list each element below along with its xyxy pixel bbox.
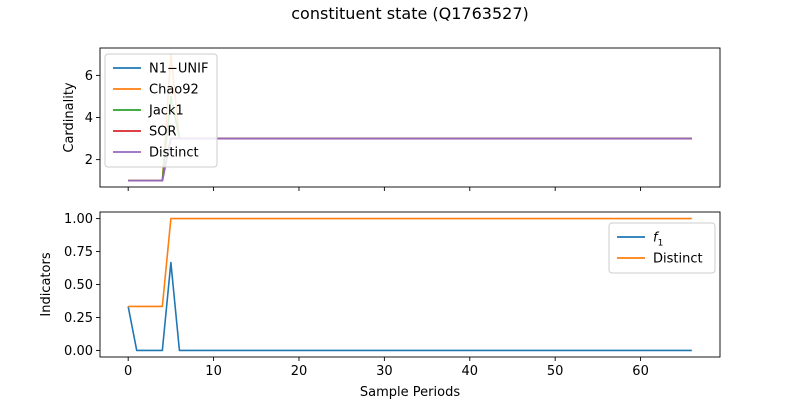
ax1-x-tick-label: 0 <box>124 364 132 379</box>
ax0-y-tick-label: 6 <box>85 69 93 84</box>
ax1-series-line-distinct <box>128 217 692 308</box>
ax1-y-tick-label: 0.25 <box>64 311 93 326</box>
ax1-y-axis-label: Indicators <box>39 252 54 316</box>
ax0-legend-label: N1−UNIF <box>149 62 208 77</box>
ax1-x-tick-label: 20 <box>291 364 308 379</box>
ax0-legend: N1−UNIF Chao92 Jack1 SOR Distinct <box>104 53 218 168</box>
ax0-legend-label: Chao92 <box>149 83 199 98</box>
ax1-series-group <box>127 217 692 352</box>
ax1-y-tick-label: 1.00 <box>64 212 93 227</box>
ax1-y-tick-label: 0.75 <box>64 245 93 260</box>
ax1-legend-label: Distinct <box>653 252 703 267</box>
figure-title: constituent state (Q1763527) <box>291 4 529 23</box>
ax1-legend: f1 Distinct <box>608 222 716 274</box>
ax0-y-tick-label: 2 <box>85 153 93 168</box>
ax0-legend-box <box>104 53 218 168</box>
ax1-x-tick-label: 30 <box>376 364 393 379</box>
ax0-y-axis-label: Cardinality <box>62 82 77 153</box>
ax0-y-tick-label: 4 <box>85 111 93 126</box>
ax1-x-tick-label: 40 <box>462 364 479 379</box>
ax1-y-tick-label: 0.50 <box>64 278 93 293</box>
ax1-x-tick-label: 10 <box>205 364 222 379</box>
ax1-legend-box <box>608 222 716 274</box>
ax1-x-tick-label: 60 <box>632 364 649 379</box>
cardinality-axes: 2 4 6 Cardinality N1−UNIF Chao92 Jack1 SOR Disti… <box>62 47 721 191</box>
ax0-legend-label: Jack1 <box>148 104 184 119</box>
ax1-series-line-f1 <box>127 261 692 352</box>
ax1-legend-label: f1 <box>653 231 663 249</box>
ax1-x-tick-label: 50 <box>547 364 564 379</box>
ax1-x-axis-label: Sample Periods <box>360 385 460 400</box>
ax0-legend-label: Distinct <box>149 146 199 161</box>
ax1-y-tick-label: 0.00 <box>64 344 93 359</box>
indicators-axes: 0 10 20 30 40 50 60 0.00 0.25 0.50 0.75 1.00 Indicat… <box>39 211 721 400</box>
ax0-legend-label: SOR <box>149 125 177 140</box>
